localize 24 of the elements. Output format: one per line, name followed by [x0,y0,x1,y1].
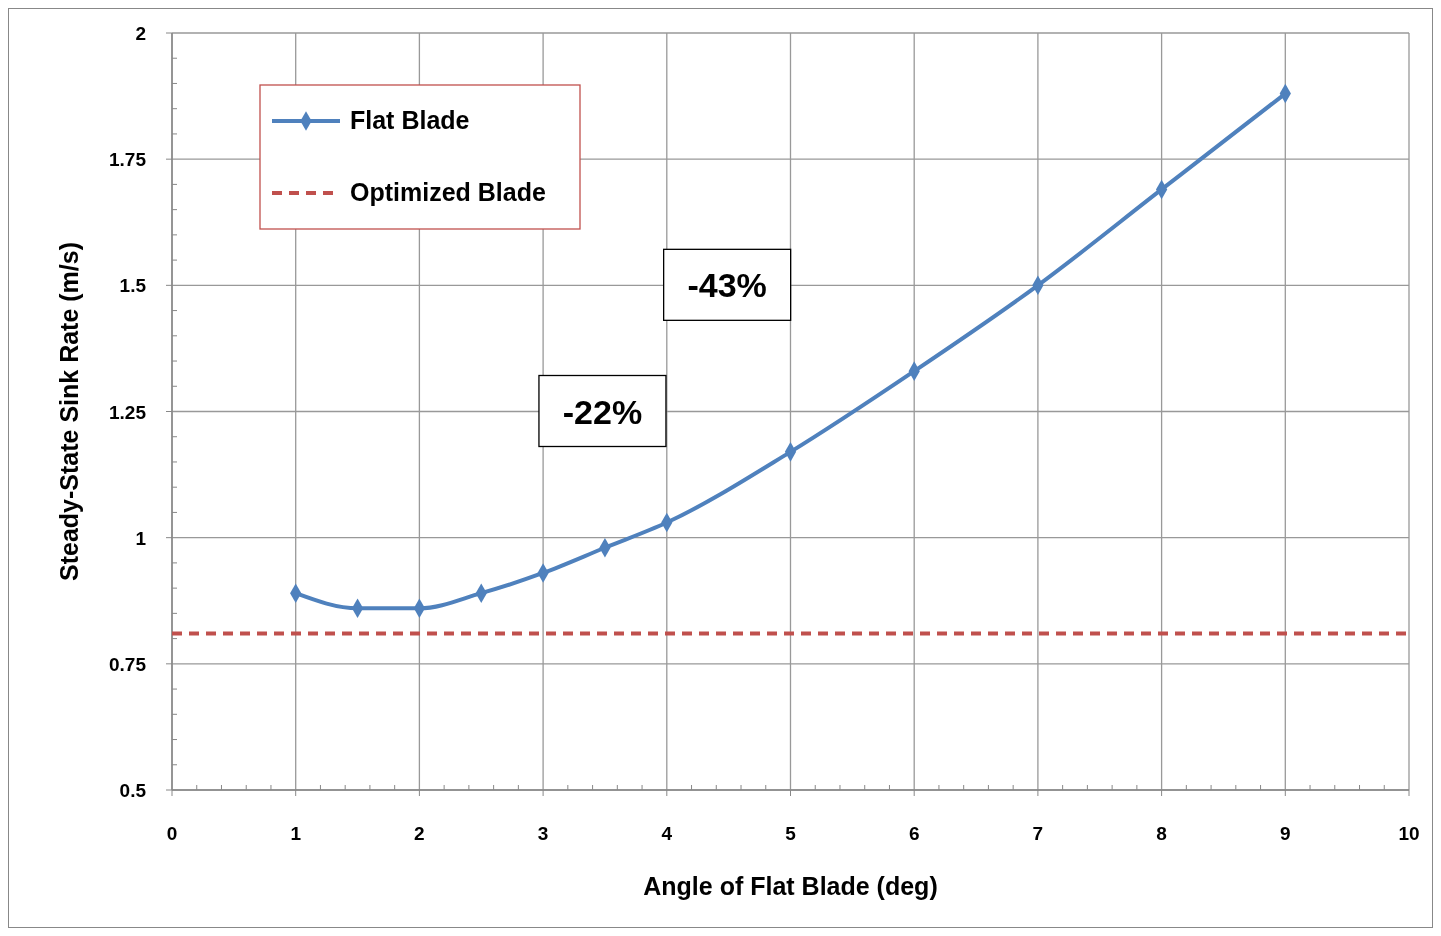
y-axis-title: Steady-State Sink Rate (m/s) [55,242,83,581]
x-tick-label: 2 [414,823,425,844]
y-tick-label: 1.5 [119,275,147,297]
x-tick-label: 10 [1398,823,1420,844]
y-tick-label: 0.5 [119,780,147,801]
y-tick-label: 1.25 [109,401,147,423]
x-tick-label: 8 [1156,823,1167,844]
x-tick-label: 1 [290,823,302,844]
x-tick-label: 4 [661,823,673,844]
y-tick-label: 0.75 [109,653,147,675]
x-tick-label: 3 [537,823,549,844]
x-tick-label: 5 [785,823,797,844]
x-tick-label: 6 [908,823,920,844]
y-tick-label: 1 [135,527,147,549]
annotation: -22% [562,392,643,431]
x-tick-label: 9 [1280,823,1291,844]
legend-label: Optimized Blade [350,178,546,206]
y-tick-label: 1.75 [109,149,147,171]
x-tick-label: 0 [166,823,178,844]
legend-label: Flat Blade [350,106,470,134]
x-axis-title: Angle of Flat Blade (deg) [643,872,938,900]
y-tick-label: 2 [135,23,146,44]
x-tick-label: 7 [1032,823,1044,844]
annotation: -43% [687,266,767,305]
